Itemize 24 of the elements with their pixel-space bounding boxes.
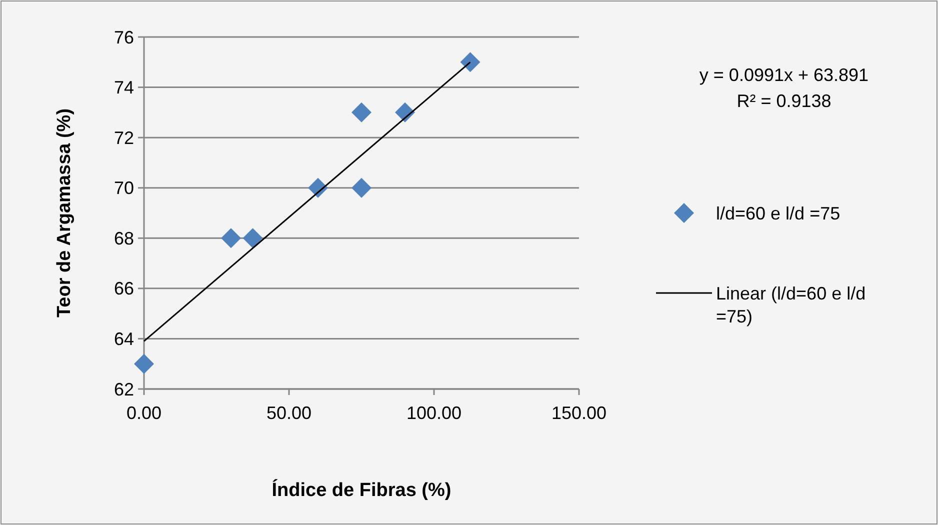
y-tick-label: 64 — [114, 329, 134, 350]
y-tick-label: 74 — [114, 78, 134, 98]
y-tick-label: 72 — [114, 128, 134, 148]
x-tick-label: 100.00 — [406, 403, 462, 423]
legend-label: Linear (l/d=60 e l/d =75) — [716, 283, 866, 327]
point — [134, 354, 154, 374]
x-axis-title: Índice de Fibras (%) — [272, 479, 452, 501]
point — [242, 228, 263, 248]
y-tick-label: 68 — [114, 228, 134, 248]
y-tick-label: 76 — [114, 27, 134, 48]
y-tick-label: 62 — [114, 379, 134, 400]
y-axis-title: Teor de Argamassa (%) — [54, 108, 75, 318]
text: R² = 0.9138 — [736, 91, 832, 111]
x-tick-label: 50.00 — [266, 403, 312, 423]
y-tick-label: 70 — [114, 178, 134, 198]
legend-label: l/d=60 e l/d =75 — [716, 203, 840, 224]
point — [460, 52, 480, 72]
text: y = 0.0991x + 63.891 — [699, 65, 869, 85]
point — [221, 228, 241, 248]
point — [352, 178, 372, 198]
y-tick-label: 66 — [114, 278, 134, 299]
x-tick-label: 0.00 — [126, 403, 162, 423]
x-tick-label: 150.00 — [551, 403, 607, 423]
point — [352, 102, 372, 122]
